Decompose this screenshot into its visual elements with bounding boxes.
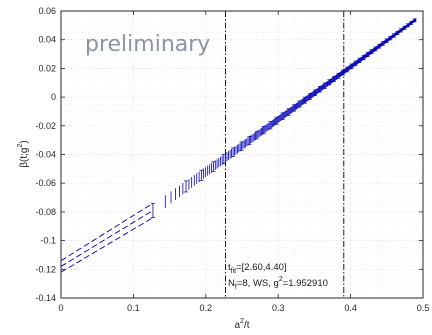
watermark: preliminary xyxy=(85,32,210,57)
data-series xyxy=(150,18,417,218)
fit-line-upper xyxy=(60,202,154,262)
y-axis-title: β(t;g2) xyxy=(17,140,30,167)
y-tick-label: 0.04 xyxy=(38,35,56,45)
x-axis-title-rest: /t xyxy=(244,320,250,331)
y-axis-title-post: ) xyxy=(19,140,30,143)
x-tick-label: 0.1 xyxy=(127,303,140,313)
y-tick-label: -0.06 xyxy=(35,178,56,188)
tick-marks xyxy=(60,10,424,299)
x-tick-label: 0.2 xyxy=(200,303,213,313)
y-axis-title-pre: β(t;g xyxy=(19,148,30,168)
annotation-fit-range: tfit=[2.60,4.40] xyxy=(228,262,287,275)
x-axis-title-base: a xyxy=(234,320,240,331)
annotation-n-sub: f xyxy=(235,284,237,291)
y-tick-label: -0.04 xyxy=(35,150,56,160)
annotation-n-mid: =8, WS, g xyxy=(237,278,279,289)
x-tick-label: 0 xyxy=(58,303,63,313)
x-axis-title-sup: 2 xyxy=(240,318,244,325)
x-tick-label: 0.4 xyxy=(344,303,357,313)
y-tick-labels: 0.06 0.04 0.02 0 -0.02 -0.04 -0.06 -0.08 -0.1 -0.… xyxy=(35,6,56,303)
y-tick-label: 0.02 xyxy=(38,63,56,73)
y-tick-label: -0.14 xyxy=(35,293,56,303)
x-tick-label: 0.3 xyxy=(272,303,285,313)
annotation-params: Nf=8, WS, g2=1.952910 xyxy=(228,276,328,291)
annotation-t: t xyxy=(228,262,231,273)
y-tick-label: -0.12 xyxy=(35,264,56,274)
annotation-n-rest: =1.952910 xyxy=(283,278,328,289)
annotation-g-sup: 2 xyxy=(279,276,283,283)
y-tick-label: 0 xyxy=(51,92,56,102)
y-axis-title-sup: 2 xyxy=(17,144,24,148)
y-tick-label: 0.06 xyxy=(38,6,56,16)
annotation-n: N xyxy=(228,278,235,289)
x-tick-labels: 0 0.1 0.2 0.3 0.4 0.5 xyxy=(58,303,429,313)
x-tick-label: 0.5 xyxy=(417,303,430,313)
y-tick-label: -0.1 xyxy=(40,236,56,246)
fit-lines xyxy=(60,202,154,273)
annotation-t-sub: fit xyxy=(231,268,237,275)
x-axis-title: a2/t xyxy=(234,318,249,331)
annotation-t-rest: =[2.60,4.40] xyxy=(236,262,286,273)
y-tick-label: -0.08 xyxy=(35,207,56,217)
y-tick-label: -0.02 xyxy=(35,121,56,131)
